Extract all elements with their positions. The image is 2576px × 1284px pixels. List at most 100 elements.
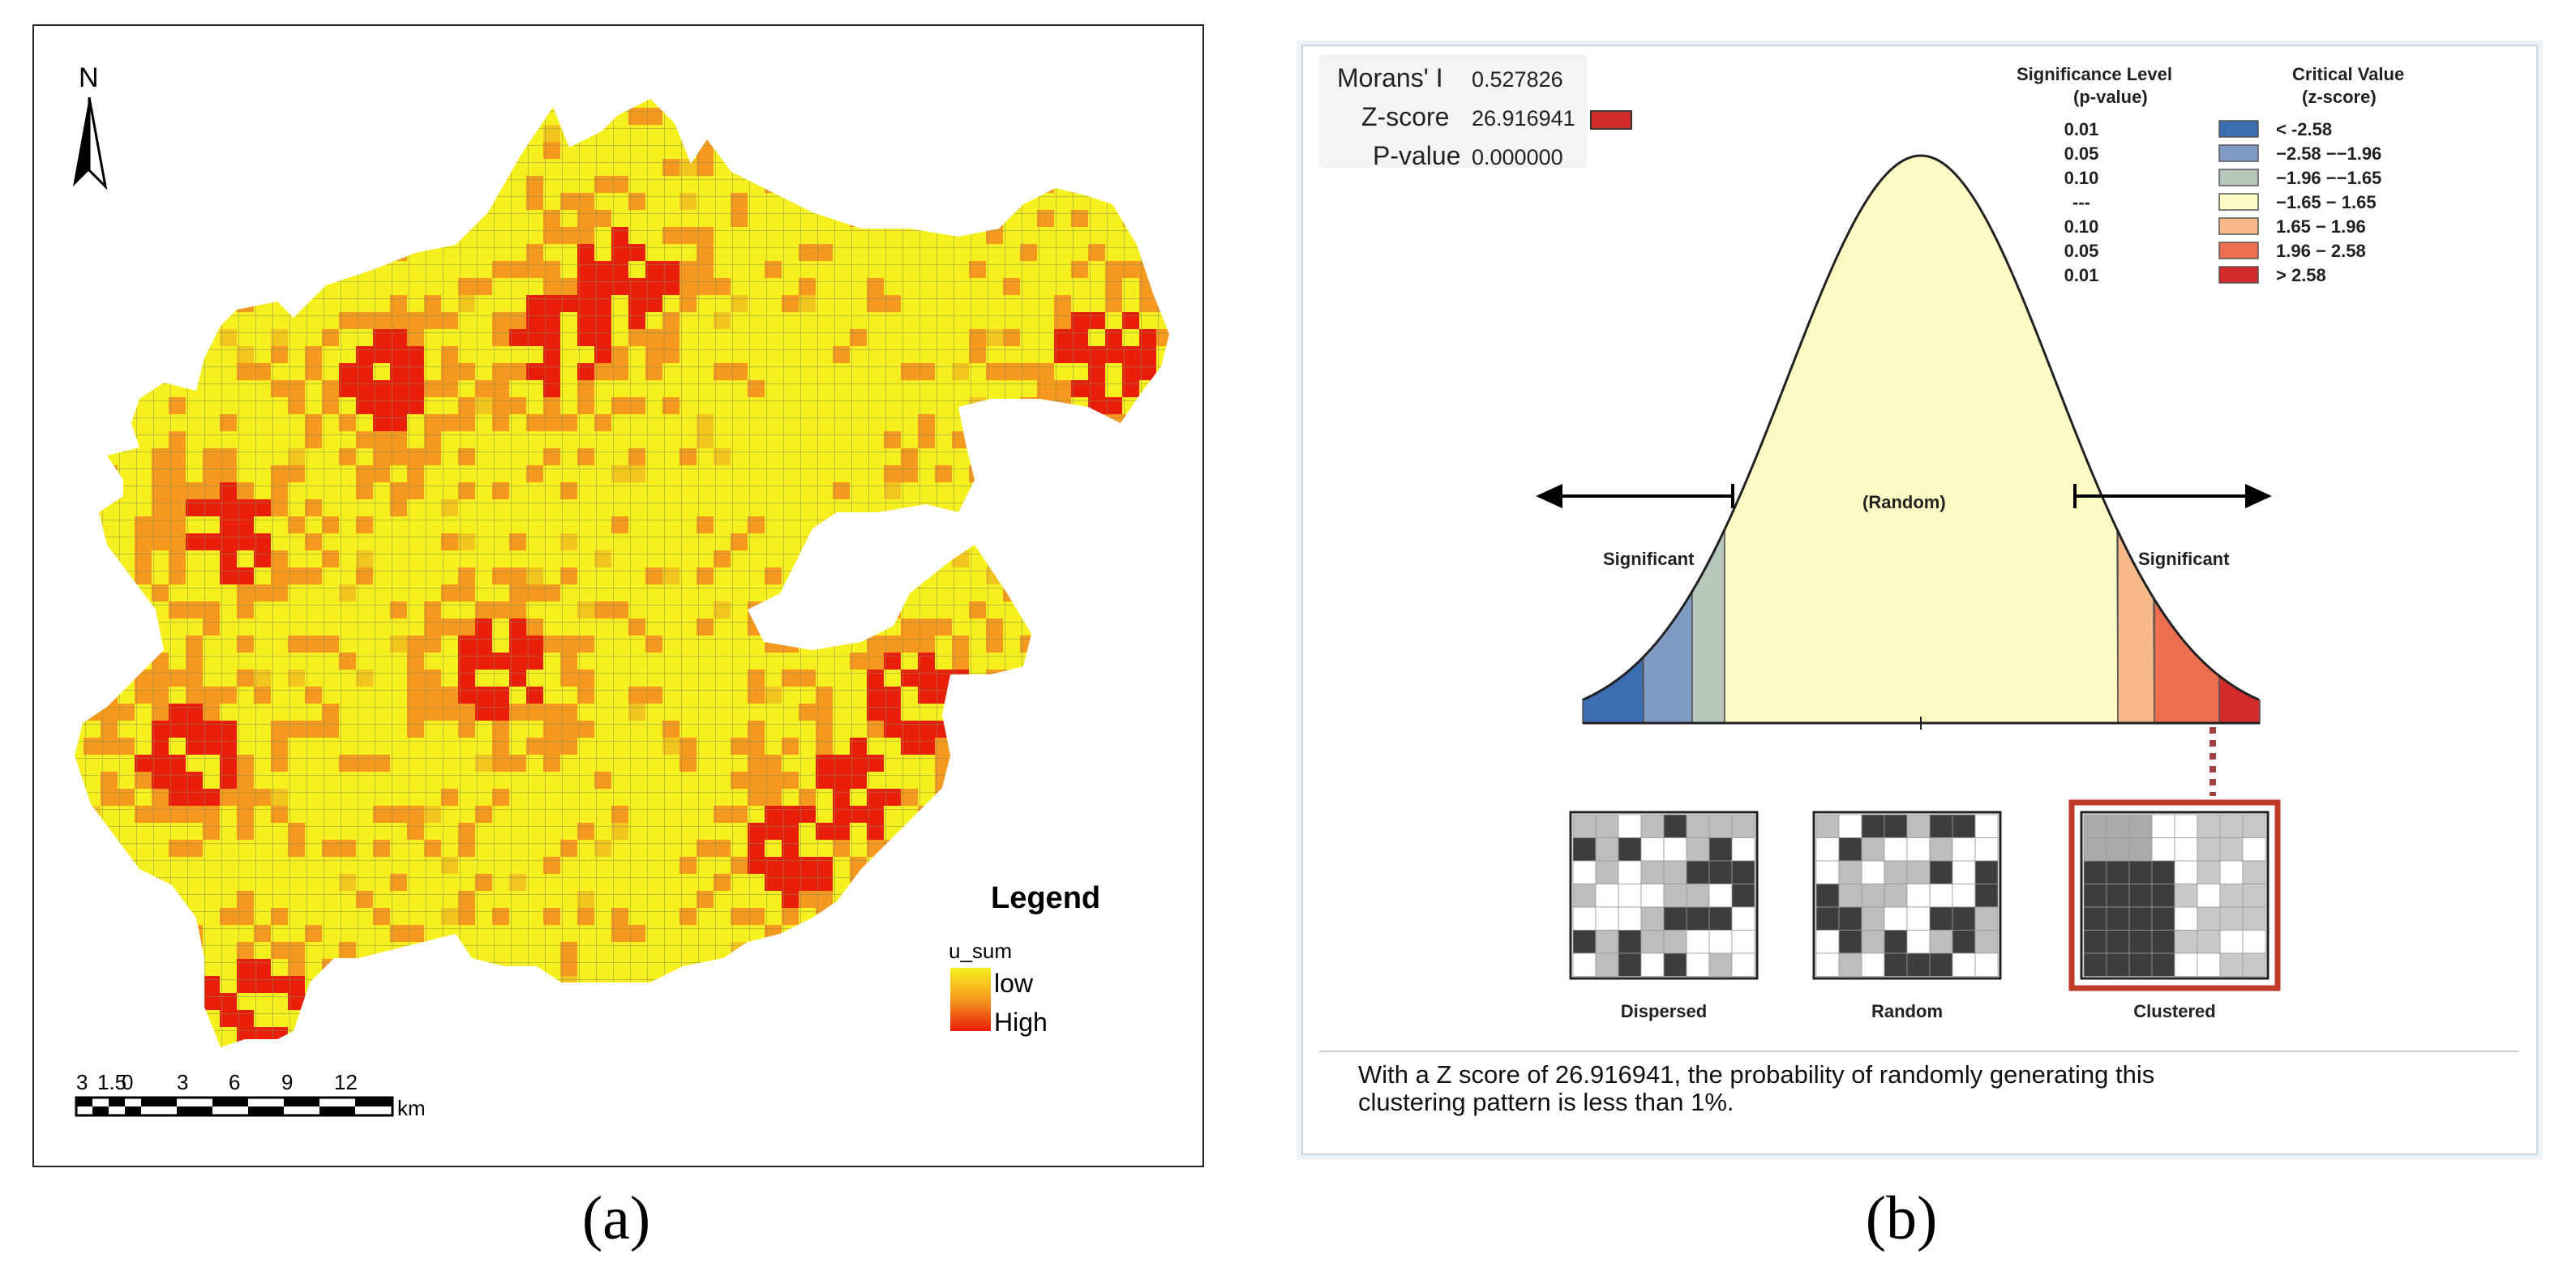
grid-cell bbox=[1054, 108, 1071, 125]
grid-cell bbox=[816, 601, 833, 618]
grid-cell bbox=[1173, 823, 1190, 840]
grid-cell bbox=[1054, 431, 1071, 448]
grid-cell bbox=[75, 1027, 84, 1044]
grid-cell bbox=[1088, 125, 1105, 142]
grid-cell bbox=[424, 942, 441, 959]
legend-z-range: −1.96 −−1.65 bbox=[2276, 168, 2381, 188]
grid-cell bbox=[152, 976, 169, 993]
grid-cell bbox=[152, 908, 169, 925]
grid-cell bbox=[475, 159, 492, 176]
grid-cell bbox=[748, 108, 765, 125]
grid-cell bbox=[662, 993, 679, 1010]
grid-cell bbox=[867, 159, 884, 176]
grid-cell bbox=[1088, 1027, 1105, 1044]
grid-cell bbox=[679, 108, 697, 125]
grid-cell bbox=[118, 397, 135, 414]
grid-cell bbox=[152, 244, 169, 261]
grid-cell bbox=[1071, 721, 1088, 738]
grid-cell bbox=[1105, 908, 1122, 925]
grid-cell bbox=[799, 99, 816, 108]
grid-cell bbox=[169, 976, 186, 993]
grid-cell bbox=[356, 210, 373, 227]
grid-cell bbox=[986, 142, 1003, 159]
grid-cell bbox=[84, 448, 101, 465]
grid-cell bbox=[118, 584, 135, 601]
grid-cell bbox=[101, 618, 118, 636]
grid-cell bbox=[850, 99, 867, 108]
grid-cell bbox=[1122, 653, 1139, 670]
grid-cell bbox=[867, 601, 884, 618]
grid-cell bbox=[1105, 142, 1122, 159]
grid-cell bbox=[152, 159, 169, 176]
grid-cell bbox=[1071, 176, 1088, 193]
grid-cell bbox=[935, 908, 952, 925]
grid-cell bbox=[1071, 636, 1088, 653]
grid-cell bbox=[1071, 482, 1088, 499]
grid-cell bbox=[135, 1044, 152, 1047]
grid-cell bbox=[118, 908, 135, 925]
grid-cell bbox=[322, 99, 339, 108]
sig-level-header: Significance Level bbox=[2017, 64, 2172, 84]
grid-cell bbox=[645, 1061, 662, 1078]
grid-cell bbox=[1105, 601, 1122, 618]
grid-cell bbox=[935, 210, 952, 227]
grid-cell bbox=[186, 942, 203, 959]
grid-cell bbox=[935, 99, 952, 108]
grid-cell bbox=[1088, 925, 1105, 942]
grid-cell bbox=[679, 1061, 697, 1078]
grid-cell bbox=[765, 942, 782, 959]
grid-cell bbox=[1139, 738, 1156, 755]
grid-cell bbox=[782, 1061, 799, 1078]
grid-cell bbox=[1105, 1044, 1122, 1047]
grid-cell bbox=[220, 261, 237, 278]
grid-cell bbox=[799, 925, 816, 942]
grid-cell bbox=[714, 125, 731, 142]
grid-cell bbox=[75, 806, 84, 823]
scale-tick-label: 12 bbox=[334, 1070, 358, 1094]
grid-cell bbox=[662, 99, 679, 108]
grid-cell bbox=[152, 959, 169, 976]
grid-cell bbox=[356, 244, 373, 261]
grid-cell bbox=[986, 125, 1003, 142]
grid-cell bbox=[679, 993, 697, 1010]
grid-cell bbox=[101, 227, 118, 244]
grid-cell bbox=[901, 908, 918, 925]
grid-cell bbox=[1020, 414, 1037, 431]
grid-cell bbox=[526, 108, 543, 125]
grid-cell bbox=[509, 1044, 526, 1047]
grid-cell bbox=[833, 601, 850, 618]
grid-cell bbox=[186, 278, 203, 295]
grid-cell bbox=[901, 925, 918, 942]
grid-cell bbox=[203, 227, 220, 244]
grid-cell bbox=[833, 993, 850, 1010]
grid-cell bbox=[339, 193, 356, 210]
grid-cell bbox=[986, 99, 1003, 108]
grid-cell bbox=[1156, 227, 1169, 244]
grid-cell bbox=[441, 142, 458, 159]
grid-cell bbox=[952, 772, 969, 789]
grid-cell bbox=[1139, 806, 1156, 823]
grid-cell bbox=[305, 1044, 322, 1047]
grid-cell bbox=[220, 244, 237, 261]
grid-cell bbox=[918, 193, 935, 210]
grid-cell bbox=[390, 193, 407, 210]
grid-cell bbox=[458, 210, 475, 227]
grid-cell bbox=[458, 193, 475, 210]
grid-cell bbox=[1139, 618, 1156, 636]
grid-cell bbox=[339, 261, 356, 278]
grid-cell bbox=[1054, 448, 1071, 465]
grid-cell bbox=[969, 687, 986, 704]
grid-cell bbox=[850, 176, 867, 193]
grid-cell bbox=[322, 1010, 339, 1027]
grid-cell bbox=[952, 687, 969, 704]
grid-cell bbox=[1173, 1027, 1190, 1044]
grid-cell bbox=[118, 618, 135, 636]
grid-cell bbox=[1054, 1010, 1071, 1027]
grid-cell bbox=[560, 1027, 577, 1044]
grid-cell bbox=[884, 567, 901, 584]
grid-cell bbox=[407, 176, 424, 193]
grid-cell bbox=[833, 516, 850, 533]
grid-cell bbox=[373, 976, 390, 993]
grid-cell bbox=[611, 99, 628, 108]
grid-cell bbox=[1139, 823, 1156, 840]
